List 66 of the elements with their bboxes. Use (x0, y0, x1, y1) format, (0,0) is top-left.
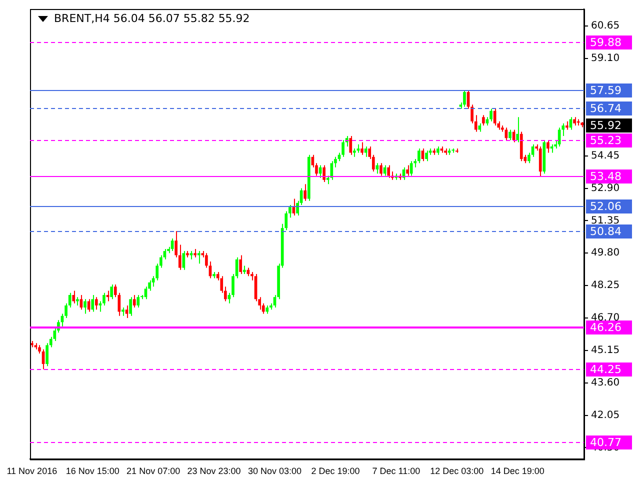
y-tick-label: 49.80 (591, 248, 620, 259)
y-tick-label: 48.25 (591, 280, 620, 292)
chart-title: BRENT,H4 56.04 56.07 55.82 55.92 (54, 12, 250, 25)
candlestick (91, 294, 94, 312)
candlestick (304, 184, 307, 202)
x-tick-label: 21 Nov 07:00 (126, 466, 180, 476)
x-tick-label: 12 Dec 03:00 (430, 466, 484, 476)
x-tick-label: 30 Nov 03:00 (248, 466, 302, 476)
ref-line-label: 57.59 (590, 84, 622, 97)
candlestick (558, 127, 561, 147)
candlestick (418, 148, 420, 164)
y-tick-label: 52.90 (591, 182, 620, 194)
x-tick-label: 7 Dec 11:00 (372, 466, 420, 476)
candlestick (205, 252, 208, 268)
candlestick (342, 140, 344, 158)
y-tick-label: 54.45 (591, 150, 620, 162)
candlestick (538, 146, 542, 177)
x-tick-label: 11 Nov 2016 (6, 466, 58, 476)
x-tick-label: 2 Dec 19:00 (311, 466, 360, 476)
text: 55.92 (590, 118, 622, 132)
ref-line-label: 40.77 (590, 436, 622, 449)
candlestick (516, 116, 520, 143)
ref-line-label: 56.74 (590, 102, 622, 115)
candlestick (330, 160, 334, 180)
candlestick (493, 108, 496, 126)
candlestick (132, 294, 136, 308)
candlestick (46, 342, 48, 367)
y-tick-label: 60.65 (591, 20, 620, 32)
x-tick-label: 16 Nov 15:00 (66, 466, 120, 476)
ref-line-label: 55.23 (590, 134, 622, 147)
candlestick (406, 164, 409, 176)
candlestick (72, 290, 76, 304)
candlestick (482, 114, 485, 126)
candlestick (387, 164, 390, 178)
candlestick (136, 294, 140, 308)
candlestick (546, 140, 550, 154)
candlestick (322, 164, 326, 183)
candlestick (508, 129, 512, 141)
y-tick-label: 43.60 (591, 377, 620, 388)
x-tick-label: 14 Dec 19:00 (490, 466, 544, 476)
x-tick-label: 23 Nov 23:00 (187, 466, 241, 476)
candlestick (84, 298, 86, 314)
candlestick (490, 108, 492, 122)
candlestick (425, 150, 428, 162)
ref-line-label: 44.25 (590, 362, 622, 376)
candlestick (94, 296, 98, 310)
candlestick (197, 250, 200, 264)
y-tick-label: 59.10 (591, 53, 620, 64)
candlestick (125, 304, 128, 318)
candlestick (380, 162, 382, 176)
candlestick (129, 296, 132, 316)
candlestick (410, 160, 413, 176)
y-tick-label: 42.05 (591, 410, 620, 421)
ref-line-label: 53.48 (590, 170, 622, 183)
ref-line-label: 59.88 (590, 36, 622, 49)
candlestick (182, 250, 186, 270)
y-tick-label: 51.35 (591, 215, 620, 226)
candlestick (292, 198, 296, 216)
candlestick (349, 135, 352, 156)
candlestick (360, 142, 364, 156)
ref-line-label: 50.84 (590, 224, 622, 238)
candlestick (239, 254, 242, 275)
ref-line-label: 52.06 (590, 200, 622, 213)
y-tick-label: 45.15 (591, 345, 620, 356)
candlestick (463, 90, 466, 108)
candlestick (110, 284, 114, 300)
